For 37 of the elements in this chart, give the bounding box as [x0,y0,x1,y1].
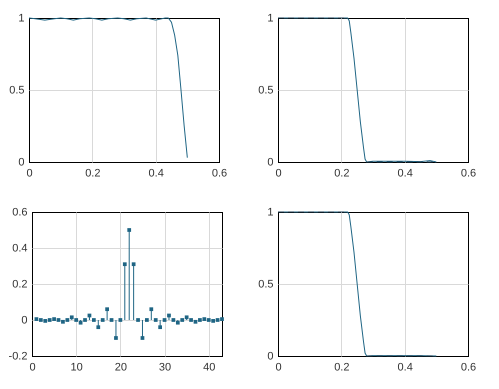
x-tick-label: 20 [114,362,127,374]
x-tick-label: 0 [275,168,282,180]
x-tick-label: 0.4 [398,168,413,180]
point [114,336,118,340]
y-tick-label: 0 [18,156,24,168]
x-tick-label: 0.2 [334,168,350,180]
y-tick-label: -0.2 [8,350,28,362]
x-tick-label: 30 [158,362,172,374]
x-tick-label: 0.2 [85,168,100,180]
x-tick-label: 0.2 [334,362,350,374]
y-tick-label: 1 [18,12,24,24]
line-series [28,18,188,158]
point [127,228,132,232]
x-tick-label: 0.6 [460,362,476,374]
y-tick-label: 1 [267,206,274,218]
x-tick-label: 10 [70,362,83,374]
x-tick-label: 0 [275,362,282,374]
y-tick-label: 0.4 [12,242,28,254]
x-tick-label: 0 [29,362,36,374]
y-tick-label: 0.5 [9,84,24,96]
y-tick-label: 0.5 [258,84,274,96]
x-tick-label: 0.4 [398,362,413,374]
y-tick-label: 0.5 [258,278,274,290]
point [88,314,92,318]
y-tick-label: 0.6 [12,206,28,218]
point [105,307,109,312]
x-tick-label: 0.6 [460,168,476,180]
point [140,336,144,340]
y-tick-label: 0 [267,350,274,362]
y-tick-label: 1 [267,12,274,24]
y-tick-label: 0.2 [12,278,28,290]
y-tick-label: 0 [267,156,274,168]
point [167,314,171,318]
x-tick-label: 0.6 [212,168,228,180]
x-tick-label: 40 [203,362,216,374]
x-tick-label: 0.4 [148,168,164,180]
y-tick-label: 0 [21,314,28,326]
